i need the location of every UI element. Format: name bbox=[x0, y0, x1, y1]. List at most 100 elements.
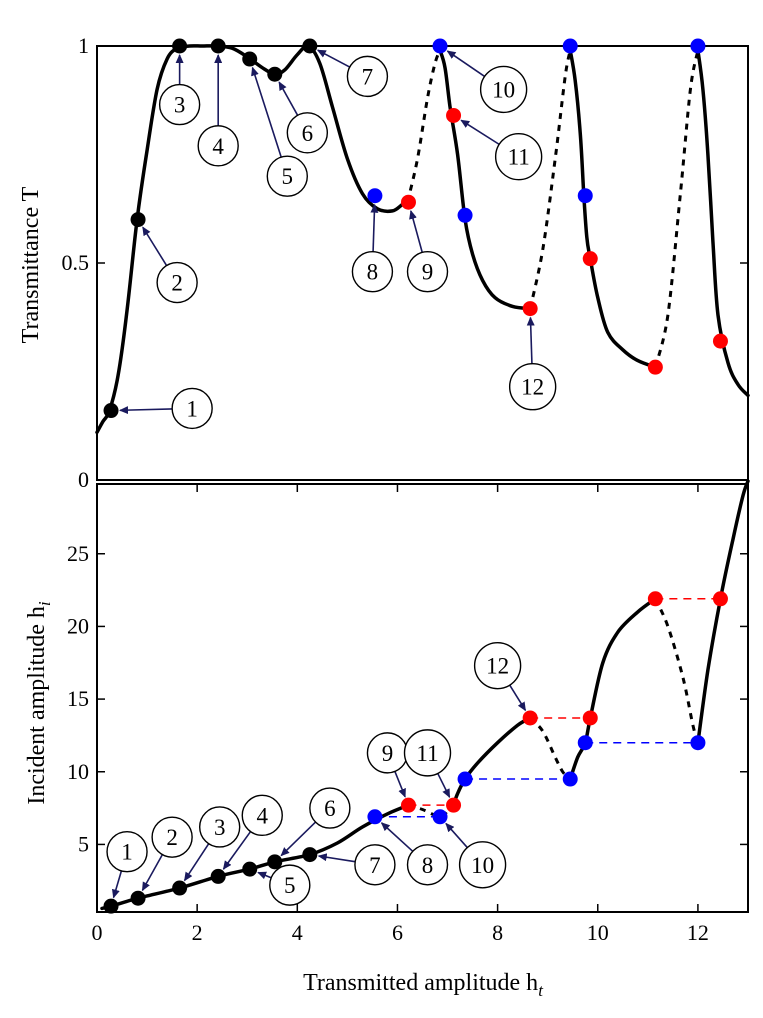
top-red-point bbox=[400, 194, 416, 210]
top-annotation-circle bbox=[346, 55, 389, 98]
top-annotation-arrow bbox=[409, 209, 423, 253]
bottom-annotation-arrow bbox=[380, 822, 414, 852]
bottom-unstable-curve bbox=[654, 598, 700, 744]
bottom-annotation-arrow bbox=[394, 771, 406, 798]
top-red-point bbox=[446, 107, 462, 123]
bottom-y-tick-label: 20 bbox=[67, 613, 89, 638]
bottom-red-point bbox=[712, 591, 728, 607]
bottom-annotation-circle bbox=[151, 816, 193, 858]
top-annotation-circle bbox=[156, 261, 198, 304]
bottom-annotation-arrow bbox=[111, 870, 123, 899]
bottom-blue-point bbox=[457, 771, 473, 787]
y-axis-label-transmittance: Transmittance T bbox=[18, 186, 44, 343]
top-black-point bbox=[172, 38, 188, 54]
bottom-annotation-arrow bbox=[183, 843, 210, 882]
bottom-plot-frame bbox=[96, 483, 749, 913]
bottom-annotation-label: 6 bbox=[324, 796, 336, 821]
top-black-point bbox=[302, 38, 318, 54]
bottom-y-tick-label: 15 bbox=[67, 686, 89, 711]
top-annotation-arrow bbox=[370, 203, 379, 252]
bottom-annotation-label: 4 bbox=[257, 803, 269, 828]
top-blue-point bbox=[562, 38, 578, 54]
top-annotation-circle bbox=[286, 112, 329, 154]
top-stable-curve bbox=[438, 48, 532, 311]
bottom-red-point bbox=[582, 710, 598, 726]
top-black-point bbox=[210, 38, 226, 54]
bottom-stable-curve bbox=[568, 597, 658, 781]
top-annotation-circle bbox=[197, 125, 239, 167]
top-blue-point bbox=[690, 38, 706, 54]
bottom-annotation-circle bbox=[198, 806, 241, 848]
top-y-tick-label: 1 bbox=[78, 33, 89, 58]
top-unstable-curve bbox=[528, 50, 572, 309]
top-annotation-label: 10 bbox=[492, 77, 515, 102]
top-black-point bbox=[130, 212, 146, 228]
bottom-black-point bbox=[242, 861, 258, 877]
top-annotation-arrow bbox=[119, 406, 173, 415]
top-annotation-arrow bbox=[446, 50, 486, 78]
top-annotation-label: 3 bbox=[174, 93, 186, 118]
top-annotation-arrow bbox=[526, 316, 535, 364]
bottom-y-tick-label: 5 bbox=[78, 831, 89, 856]
bottom-red-point bbox=[522, 710, 538, 726]
bottom-x-tick-label: 6 bbox=[392, 920, 403, 945]
bottom-blue-point bbox=[577, 735, 593, 751]
top-annotation-label: 2 bbox=[171, 271, 183, 296]
bottom-black-point bbox=[267, 854, 283, 870]
top-annotation-circle bbox=[158, 83, 201, 126]
bottom-annotation-circle bbox=[241, 794, 283, 837]
top-annotation-label: 1 bbox=[186, 396, 198, 421]
bottom-annotation-circle bbox=[354, 844, 396, 886]
bottom-stable-curve bbox=[696, 479, 750, 745]
bottom-annotation-label: 5 bbox=[284, 873, 296, 898]
top-annotation-label: 8 bbox=[367, 260, 379, 285]
top-annotation-circle bbox=[266, 155, 308, 197]
bottom-annotation-arrow bbox=[445, 822, 468, 849]
bottom-annotation-label: 7 bbox=[369, 853, 381, 878]
bottom-annotation-label: 9 bbox=[382, 741, 394, 766]
bottom-annotation-arrow bbox=[280, 821, 317, 857]
bottom-blue-point bbox=[690, 735, 706, 751]
top-stable-curve bbox=[696, 48, 750, 398]
bottom-black-point bbox=[130, 890, 146, 906]
top-stable-curve bbox=[568, 48, 658, 369]
bottom-blue-point bbox=[562, 771, 578, 787]
bottom-x-tick-label: 10 bbox=[587, 920, 609, 945]
bottom-annotation-label: 1 bbox=[121, 840, 133, 865]
bottom-black-point bbox=[172, 880, 188, 896]
top-red-point bbox=[522, 301, 538, 317]
bottom-black-point bbox=[302, 847, 318, 863]
top-red-point bbox=[647, 359, 663, 375]
bottom-unstable-curve bbox=[529, 716, 572, 781]
bottom-red-point bbox=[446, 797, 462, 813]
top-annotation-arrow bbox=[278, 81, 299, 116]
top-red-point bbox=[712, 333, 728, 349]
bottom-blue-point bbox=[432, 809, 448, 825]
top-annotation-circle bbox=[406, 250, 449, 293]
top-annotation-label: 5 bbox=[282, 164, 294, 189]
top-blue-point bbox=[367, 188, 383, 204]
bottom-annotation-circle bbox=[473, 641, 522, 690]
bottom-annotation-arrow bbox=[317, 853, 356, 863]
bottom-red-point bbox=[400, 797, 416, 813]
bottom-x-tick-label: 12 bbox=[687, 920, 709, 945]
bottom-annotation-circle bbox=[309, 787, 351, 829]
bottom-annotation-circle bbox=[406, 844, 449, 886]
bottom-x-tick-label: 2 bbox=[192, 920, 203, 945]
x-axis-label-transmitted: Transmitted amplitude ht bbox=[303, 970, 544, 1000]
bottom-annotation-arrow bbox=[437, 773, 451, 799]
bottom-y-tick-label: 10 bbox=[67, 759, 89, 784]
top-stable-curve bbox=[95, 44, 410, 435]
bottom-annotation-label: 8 bbox=[422, 853, 434, 878]
bottom-annotation-arrow bbox=[257, 871, 272, 880]
bottom-annotation-label: 12 bbox=[486, 654, 509, 679]
bottom-annotation-label: 3 bbox=[214, 815, 226, 840]
bottom-annotation-circle bbox=[403, 729, 452, 777]
top-annotation-label: 7 bbox=[362, 64, 374, 89]
top-black-point bbox=[267, 66, 283, 82]
bottom-annotation-label: 2 bbox=[166, 825, 178, 850]
top-y-tick-label: 0.5 bbox=[62, 250, 90, 275]
top-annotation-arrow bbox=[316, 49, 351, 68]
